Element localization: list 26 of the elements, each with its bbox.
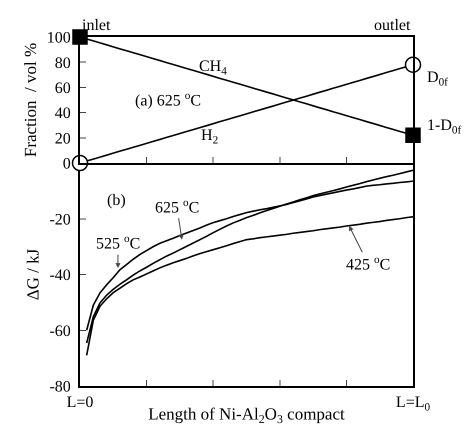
annotation: CH$_{4}$ (199, 58, 228, 78)
annotation: H$_{2}$ (201, 127, 218, 146)
y-tick-label: -40 (49, 267, 71, 284)
annotation: 525 $^{o}$C (96, 233, 140, 253)
y-tick-label: 80 (54, 54, 71, 72)
text: inlet (82, 17, 111, 34)
text: D$_{0f}$ (427, 69, 448, 88)
y-tick-label: 100 (46, 30, 71, 47)
annotation: (a) 625 $^{o}$C (135, 90, 202, 110)
annotation: 425 $^{o}$C (346, 254, 390, 274)
x-tick-label: L=0 (66, 394, 94, 412)
annotation: 625 $^{o}$C (155, 197, 200, 217)
y-axis-title: Fraction / vol % (20, 42, 40, 158)
annotation: (b) (107, 192, 126, 209)
x-axis-title: Length of Ni-Al$_{2}$O$_{3}$ compact (148, 404, 346, 426)
y-tick-label: 20 (54, 130, 71, 148)
y-axis-title: ΔG / kJ (24, 248, 43, 300)
y-tick-label: 0 (62, 156, 71, 173)
text: 1-D$_{0f}$ (427, 117, 462, 136)
y-tick-label: -80 (49, 378, 71, 396)
y-tick-label: 40 (54, 105, 71, 122)
y-tick-label: -20 (49, 211, 71, 228)
y-tick-label: -60 (49, 322, 71, 340)
y-tick-label: 60 (54, 80, 71, 97)
text: outlet (374, 17, 411, 34)
x-tick-label: L=L$_{0}$ (396, 394, 430, 414)
